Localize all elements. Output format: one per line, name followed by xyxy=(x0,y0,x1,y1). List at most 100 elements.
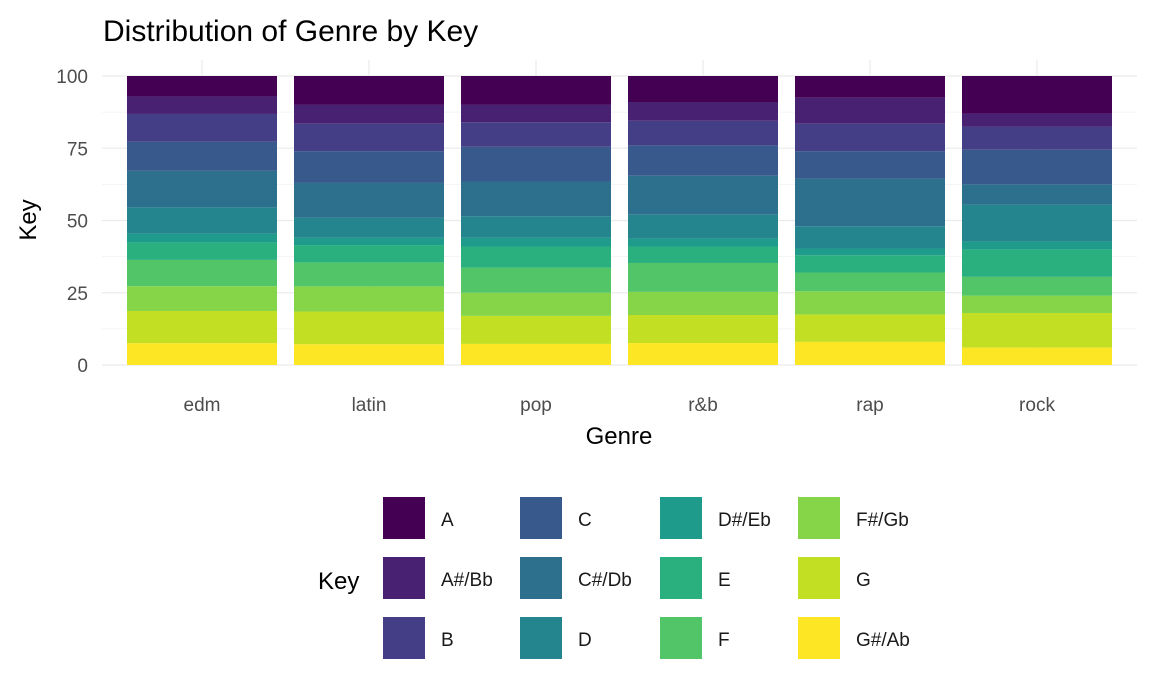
bar-segment-rap-csharp-db xyxy=(795,178,945,227)
bar-segment-rap-b xyxy=(795,123,945,152)
bar-stacks xyxy=(127,76,1112,365)
bar-segment-randb-d xyxy=(628,214,778,239)
legend-item-a: A xyxy=(383,497,454,539)
legend-swatch xyxy=(660,497,702,539)
legend-item-f: F xyxy=(660,617,730,659)
legend-label: E xyxy=(718,570,731,591)
legend-label: D#/Eb xyxy=(718,510,771,531)
bar-segment-edm-fsharp-gb xyxy=(127,286,277,311)
bar-segment-randb-gsharp-ab xyxy=(628,343,778,365)
bar-segment-edm-b xyxy=(127,113,277,142)
legend-item-d: D xyxy=(520,617,592,659)
legend-swatch xyxy=(520,497,562,539)
bar-segment-latin-a xyxy=(294,76,444,105)
bar-segment-edm-g xyxy=(127,310,277,344)
bar-segment-edm-e xyxy=(127,242,277,260)
legend-label: G xyxy=(856,570,871,591)
bar-segment-latin-gsharp-ab xyxy=(294,344,444,365)
legend-swatch xyxy=(798,617,840,659)
bar-segment-rock-b xyxy=(962,126,1112,150)
legend-item-fsharp-gb: F#/Gb xyxy=(798,497,909,539)
y-tick-label: 25 xyxy=(67,284,88,305)
legend-label: G#/Ab xyxy=(856,630,910,651)
bar-segment-rap-fsharp-gb xyxy=(795,291,945,315)
legend-title: Key xyxy=(318,568,359,595)
bar-segment-edm-asharp-bb xyxy=(127,96,277,114)
bar-segment-randb-csharp-db xyxy=(628,175,778,215)
legend-swatch xyxy=(798,557,840,599)
bar-segment-latin-b xyxy=(294,123,444,152)
legend: Key A A#/Bb B C C#/Db D D#/Eb E F F#/Gb G G#/Ab xyxy=(318,497,910,659)
legend-item-dsharp-eb: D#/Eb xyxy=(660,497,771,539)
y-axis-title: Key xyxy=(15,199,42,240)
bar-segment-latin-csharp-db xyxy=(294,182,444,218)
legend-label: A#/Bb xyxy=(441,570,493,591)
bar-segment-latin-e xyxy=(294,245,444,263)
bar-segment-randb-g xyxy=(628,315,778,344)
bar-stack-rap xyxy=(795,76,945,365)
legend-label: D xyxy=(578,630,592,651)
bar-segment-rock-fsharp-gb xyxy=(962,295,1112,313)
bar-segment-pop-dsharp-eb xyxy=(461,237,611,247)
bar-segment-edm-d xyxy=(127,207,277,234)
bar-segment-randb-b xyxy=(628,120,778,146)
bar-segment-rock-a xyxy=(962,76,1112,114)
legend-swatch xyxy=(383,617,425,659)
bar-segment-pop-fsharp-gb xyxy=(461,292,611,316)
bar-segment-randb-a xyxy=(628,76,778,103)
legend-swatch xyxy=(798,497,840,539)
bar-segment-latin-asharp-bb xyxy=(294,104,444,124)
legend-label: C xyxy=(578,510,592,531)
bar-segment-rap-asharp-bb xyxy=(795,97,945,124)
bar-segment-rap-gsharp-ab xyxy=(795,341,945,365)
bar-segment-edm-f xyxy=(127,259,277,287)
x-tick-label-rock: rock xyxy=(1019,395,1055,416)
bar-segment-randb-e xyxy=(628,246,778,263)
bar-segment-edm-a xyxy=(127,76,277,97)
legend-item-gsharp-ab: G#/Ab xyxy=(798,617,910,659)
bar-segment-rap-e xyxy=(795,255,945,273)
legend-label: B xyxy=(441,630,454,651)
bar-segment-randb-dsharp-eb xyxy=(628,238,778,247)
legend-swatch xyxy=(383,497,425,539)
bar-stack-rock xyxy=(962,76,1112,365)
y-tick-label: 100 xyxy=(56,67,88,88)
bar-segment-randb-c xyxy=(628,145,778,176)
legend-label: F xyxy=(718,630,730,651)
bar-segment-pop-f xyxy=(461,267,611,293)
bar-segment-edm-dsharp-eb xyxy=(127,233,277,243)
bar-segment-rap-f xyxy=(795,272,945,292)
bar-segment-rock-asharp-bb xyxy=(962,113,1112,127)
chart-title: Distribution of Genre by Key xyxy=(103,15,478,48)
bar-stack-latin xyxy=(294,76,444,365)
bar-segment-pop-c xyxy=(461,146,611,182)
legend-swatch xyxy=(520,617,562,659)
bar-segment-rock-d xyxy=(962,204,1112,242)
bar-segment-pop-b xyxy=(461,122,611,147)
legend-label: A xyxy=(441,510,454,531)
legend-item-e: E xyxy=(660,557,731,599)
legend-swatch xyxy=(660,557,702,599)
legend-swatch xyxy=(383,557,425,599)
bar-segment-rock-gsharp-ab xyxy=(962,347,1112,365)
bar-segment-rock-g xyxy=(962,312,1112,348)
bar-segment-edm-gsharp-ab xyxy=(127,343,277,365)
bar-segment-rap-d xyxy=(795,226,945,249)
bar-segment-rap-dsharp-eb xyxy=(795,248,945,256)
x-tick-label-rap: rap xyxy=(856,395,883,416)
bar-segment-latin-c xyxy=(294,151,444,183)
bar-segment-rap-g xyxy=(795,314,945,342)
bar-stack-randb xyxy=(628,76,778,365)
bar-segment-pop-asharp-bb xyxy=(461,104,611,123)
x-axis-title: Genre xyxy=(586,423,653,450)
bar-segment-latin-fsharp-gb xyxy=(294,286,444,312)
bar-segment-pop-g xyxy=(461,315,611,344)
x-axis-ticks: edm latin pop r&b rap rock xyxy=(184,395,1056,416)
y-tick-label: 50 xyxy=(67,212,88,233)
bar-segment-pop-e xyxy=(461,246,611,268)
bar-segment-rock-f xyxy=(962,276,1112,296)
legend-label: C#/Db xyxy=(578,570,632,591)
legend-item-b: B xyxy=(383,617,454,659)
bar-segment-latin-d xyxy=(294,217,444,238)
